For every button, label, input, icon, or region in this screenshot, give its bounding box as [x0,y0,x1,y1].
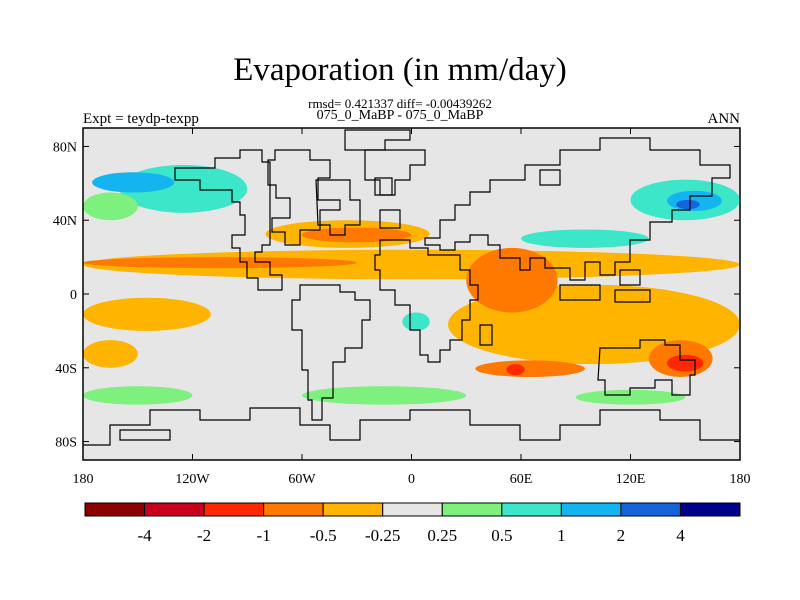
x-tick-label-2: 60W [288,472,316,487]
field-region-5 [83,297,211,331]
x-tick-label-0: 180 [73,472,94,487]
colorbar-label-8: 2 [617,526,626,545]
colorbar-label-0: -4 [137,526,152,545]
field-region-4 [302,227,412,243]
x-tick-label-4: 60E [510,472,533,487]
field-region-7 [83,386,193,405]
field-region-22 [302,386,467,405]
colorbar-box-5 [382,502,443,517]
field-region-20 [402,312,430,331]
colorbar: -4 -2 -1 -0.5 -0.25 0.25 0.5 1 2 4 [84,502,741,545]
field-region-17 [667,354,704,372]
field-region-15 [466,247,558,313]
field-region-9 [92,172,175,193]
field-region-10 [83,192,138,221]
colorbar-box-10 [679,502,741,517]
x-tick-label-1: 120W [175,472,210,487]
x-tick-label-5: 120E [616,472,646,487]
colorbar-box-8 [560,502,622,517]
season-label: ANN [707,111,741,127]
colorbar-label-6: 0.5 [491,526,512,545]
colorbar-box-3 [263,502,324,517]
field-region-2 [83,257,357,269]
colorbar-box-9 [620,502,681,517]
y-tick-label-2: 0 [70,288,77,303]
stats-line: rmsd= 0.421337 diff= -0.00439262 [308,96,492,111]
colorbar-label-5: 0.25 [427,526,457,545]
experiment-label: Expt = teydp-texpp [83,111,199,127]
y-tick-label-0: 80N [53,140,77,155]
field-region-6 [83,340,138,368]
y-tick-label-4: 80S [55,436,77,451]
colorbar-label-9: 4 [676,526,685,545]
colorbar-box-7 [501,502,562,517]
colorbar-label-7: 1 [557,526,566,545]
x-tick-label-6: 180 [730,472,751,487]
field-region-13 [676,199,700,210]
field-region-18 [475,360,585,378]
field-region-19 [506,364,525,376]
colorbar-box-6 [441,502,503,517]
period-line: 075_0_MaBP - 075_0_MaBP [316,108,484,123]
colorbar-box-2 [203,502,265,517]
field-region-23 [575,389,686,405]
y-tick-label-1: 40N [53,214,77,229]
colorbar-box-1 [144,502,205,517]
chart-title: Evaporation (in mm/day) [233,52,567,88]
colorbar-label-1: -2 [197,526,211,545]
colorbar-label-3: -0.5 [310,526,337,545]
colorbar-label-4: -0.25 [365,526,400,545]
x-tick-label-3: 0 [408,472,415,487]
coastlines [83,129,740,446]
colorbar-label-2: -1 [257,526,271,545]
y-tick-label-3: 40S [55,362,77,377]
colorbar-box-4 [322,502,384,517]
colorbar-box-0 [84,502,146,517]
field-region-21 [521,229,649,248]
axes: 180 120W 60W 0 60E 120E 180 80N 40N 0 40S 80S [53,128,751,487]
